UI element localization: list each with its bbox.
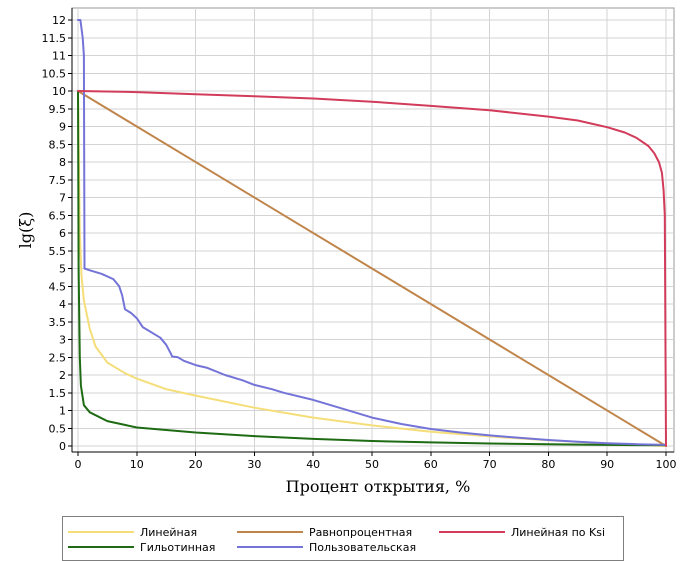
legend-swatch-linear-ksi (439, 531, 505, 533)
y-tick-label: 9 (59, 121, 66, 134)
legend-label-equal-percentage: Равнопроцентная (309, 525, 413, 539)
y-tick-label: 4 (59, 298, 66, 311)
x-tick-label: 100 (656, 458, 677, 471)
x-tick-label: 80 (541, 458, 555, 471)
plot-area (71, 7, 675, 453)
x-tick-label: 40 (306, 458, 320, 471)
legend-swatch-linear (68, 531, 134, 533)
y-tick-label: 3.5 (49, 316, 67, 329)
y-tick-label: 10.5 (42, 67, 67, 80)
x-tick-label: 30 (247, 458, 261, 471)
y-tick-label: 11.5 (42, 32, 67, 45)
y-tick-label: 8.5 (49, 138, 67, 151)
series-lines (77, 19, 667, 447)
legend-swatch-custom (237, 546, 303, 548)
y-tick-label: 4.5 (49, 280, 67, 293)
x-tick-label: 0 (75, 458, 82, 471)
y-tick-label: 7.5 (49, 174, 67, 187)
x-axis-title: Процент открытия, % (286, 477, 471, 496)
y-axis-title: lg(ξ) (16, 212, 35, 249)
y-tick-label: 2 (59, 369, 66, 382)
legend-swatch-guillotine (68, 546, 134, 548)
y-tick-label: 6 (59, 227, 66, 240)
series-line-3 (77, 19, 667, 446)
legend-swatch-equal-percentage (237, 531, 303, 533)
legend-label-linear-ksi: Линейная по Ksi (511, 525, 605, 539)
x-tick-labels: 0 10 20 30 40 50 60 70 80 90 100 (75, 458, 677, 471)
y-tick-label: 7 (59, 192, 66, 205)
x-tick-label: 50 (365, 458, 379, 471)
x-tick-label: 20 (189, 458, 203, 471)
series-line-1 (77, 90, 667, 447)
x-tick-label: 90 (600, 458, 614, 471)
y-tick-label: 5 (59, 263, 66, 276)
legend-label-guillotine: Гильотинная (140, 540, 216, 554)
legend-label-linear: Линейная (140, 525, 198, 539)
y-tick-label: 1.5 (49, 387, 67, 400)
series-line-2 (77, 90, 667, 447)
y-tick-label: 12 (52, 14, 66, 27)
y-tick-label: 0.5 (49, 422, 67, 435)
legend-item-custom: Пользовательская (237, 540, 416, 554)
legend-item-linear-ksi: Линейная по Ksi (439, 525, 605, 539)
series-line-4 (77, 90, 667, 447)
y-tick-label: 8 (59, 156, 66, 169)
y-tick-label: 10 (52, 85, 66, 98)
x-tick-label: 70 (483, 458, 497, 471)
legend-item-guillotine: Гильотинная (68, 540, 215, 554)
y-tick-label: 1 (59, 405, 66, 418)
y-tick-label: 6.5 (49, 209, 67, 222)
x-tick-label: 10 (130, 458, 144, 471)
y-tick-label: 2.5 (49, 351, 67, 364)
legend: Линейная Равнопроцентная Линейная по Ksi… (62, 516, 624, 561)
axes (68, 8, 674, 456)
y-tick-label: 11 (52, 50, 66, 63)
y-tick-label: 9.5 (49, 103, 67, 116)
y-tick-label: 0 (59, 440, 66, 453)
legend-item-linear: Линейная (68, 525, 197, 539)
legend-item-equal-percentage: Равнопроцентная (237, 525, 412, 539)
y-tick-label: 5.5 (49, 245, 67, 258)
y-tick-label: 3 (59, 334, 66, 347)
x-tick-label: 60 (424, 458, 438, 471)
y-tick-labels: 00.511.522.533.544.555.566.577.588.599.5… (42, 14, 67, 453)
legend-label-custom: Пользовательская (309, 540, 417, 554)
